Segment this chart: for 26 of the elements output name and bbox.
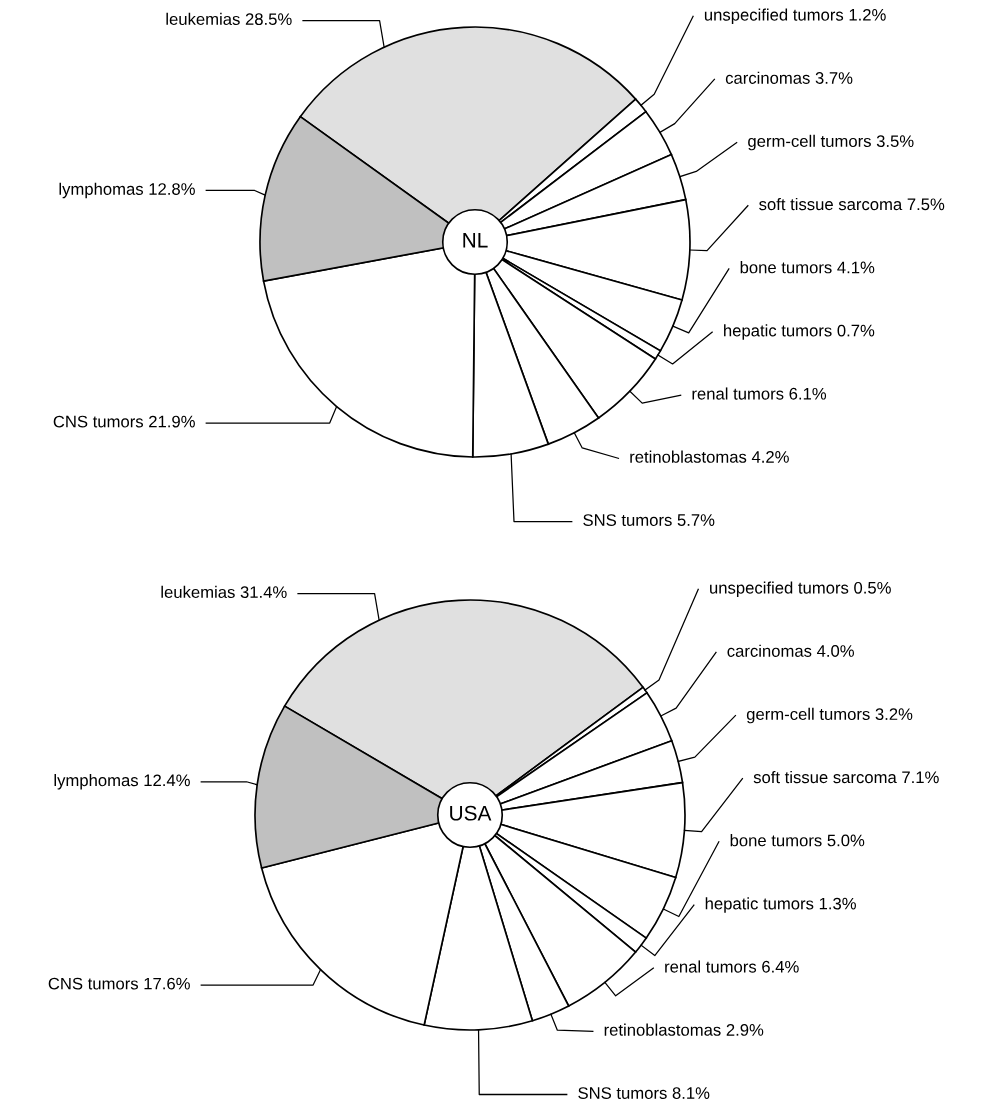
slice-label: leukemias 31.4% [161,585,287,599]
slice-label: leukemias 28.5% [166,12,292,26]
slice-label: carcinomas 3.7% [725,71,853,84]
slice-label: bone tumors 4.1% [740,261,875,274]
slice-label: unspecified tumors 0.5% [710,581,891,598]
slice-label: SNS tumors 8.1% [578,1087,710,1099]
slice-label: lymphomas 12.8% [59,182,195,199]
slice-label: soft tissue sarcoma 7.5% [759,197,945,211]
slice-label: SNS tumors 5.7% [583,514,715,526]
slice-label: germ-cell tumors 3.2% [746,707,913,724]
slice-label: retinoblastomas 2.9% [604,1023,764,1036]
slice-label: CNS tumors 21.9% [53,415,195,428]
slice-label: renal tumors 6.4% [665,960,799,973]
slice-label: hepatic tumors 0.7% [724,324,875,340]
slice-label: CNS tumors 17.6% [48,977,190,990]
slice-label: soft tissue sarcoma 7.1% [753,770,939,784]
slice-label: retinoblastomas 4.2% [630,450,789,463]
slice-label: renal tumors 6.1% [692,387,827,400]
slice-label: bone tumors 5.0% [730,834,865,847]
slice-label: hepatic tumors 1.3% [705,897,856,913]
text: NL [463,233,488,248]
slice-label: germ-cell tumors 3.5% [748,134,914,151]
slice-label: unspecified tumors 1.2% [704,8,886,25]
slice-label: lymphomas 12.4% [54,773,190,790]
text: USA [450,805,492,821]
slice-label: carcinomas 4.0% [727,644,854,657]
